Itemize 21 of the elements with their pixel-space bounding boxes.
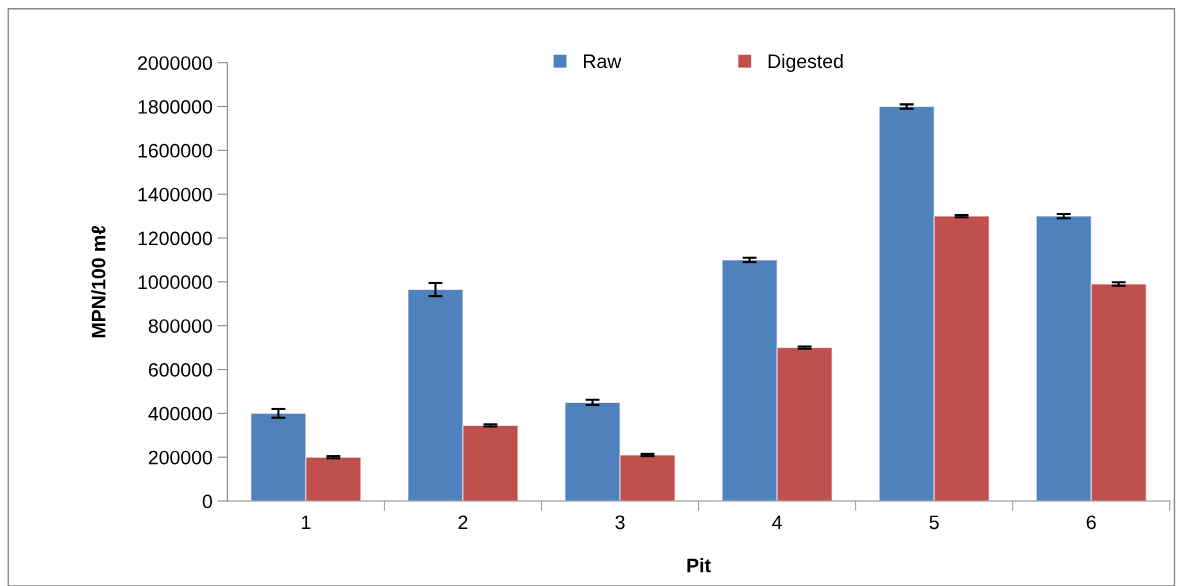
x-tick-label: 3 — [615, 515, 625, 530]
y-tick-label: 1800000 — [138, 100, 213, 114]
x-tick-label: 6 — [1086, 515, 1096, 530]
y-tick-label: 400000 — [148, 406, 213, 421]
y-tick-label: 2000000 — [138, 56, 213, 70]
y-tick-label: 200000 — [148, 450, 213, 465]
legend-label: Digested — [768, 53, 843, 73]
y-tick-label: 1400000 — [138, 187, 213, 202]
x-tick-label: 1 — [301, 515, 311, 530]
y-tick-label: 1000000 — [138, 275, 213, 290]
y-tick-label: 1200000 — [138, 231, 213, 246]
x-tick-label: 4 — [772, 515, 782, 530]
x-axis-title: Pit — [687, 558, 711, 573]
legend-label: Raw — [584, 54, 622, 69]
x-tick-label: 5 — [929, 515, 939, 530]
x-tick-label: 2 — [458, 515, 468, 530]
y-tick-label: 800000 — [148, 319, 213, 333]
y-axis-title: MPN/100 mℓ — [91, 225, 106, 338]
y-tick-label: 0 — [202, 494, 213, 509]
y-tick-label: 1600000 — [138, 143, 213, 158]
y-tick-label: 600000 — [148, 363, 213, 377]
